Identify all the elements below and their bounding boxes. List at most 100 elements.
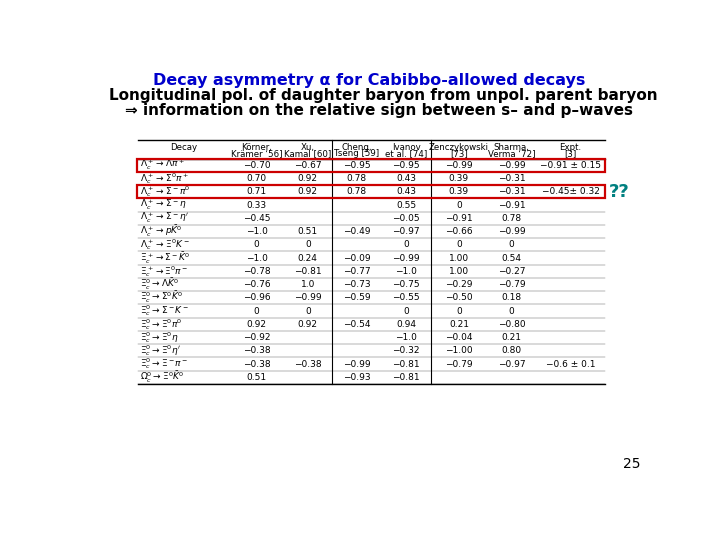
Text: −0.73: −0.73 <box>343 280 370 289</box>
Text: Ivanov: Ivanov <box>392 143 420 152</box>
Text: 0.92: 0.92 <box>298 320 318 329</box>
Text: Körner,: Körner, <box>241 143 272 152</box>
Text: Kamal [60]: Kamal [60] <box>284 148 331 158</box>
Text: 1.0: 1.0 <box>300 280 315 289</box>
Text: −0.81: −0.81 <box>294 267 322 276</box>
Text: −0.04: −0.04 <box>445 333 472 342</box>
Text: −0.97: −0.97 <box>498 360 526 368</box>
Text: Expt.: Expt. <box>559 143 582 152</box>
Text: 0.70: 0.70 <box>246 174 266 183</box>
Text: −1.0: −1.0 <box>395 333 417 342</box>
Text: Sharma,: Sharma, <box>494 143 529 152</box>
Text: −0.95: −0.95 <box>392 161 420 170</box>
Text: 0: 0 <box>509 307 515 315</box>
Text: Decay: Decay <box>170 143 197 152</box>
Text: Decay asymmetry α for Cabibbo-allowed decays: Decay asymmetry α for Cabibbo-allowed de… <box>153 72 585 87</box>
Bar <box>138 159 606 172</box>
Text: −0.6 ± 0.1: −0.6 ± 0.1 <box>546 360 595 368</box>
Text: 0.92: 0.92 <box>298 187 318 197</box>
Text: −0.75: −0.75 <box>392 280 420 289</box>
Text: −0.79: −0.79 <box>445 360 473 368</box>
Text: $\Xi_c^0 \to \Sigma^0\bar{K}^0$: $\Xi_c^0 \to \Sigma^0\bar{K}^0$ <box>140 290 183 306</box>
Text: −0.66: −0.66 <box>445 227 473 236</box>
Text: −0.80: −0.80 <box>498 320 526 329</box>
Text: −0.38: −0.38 <box>243 360 271 368</box>
Text: −0.81: −0.81 <box>392 360 420 368</box>
Text: 0.39: 0.39 <box>449 187 469 197</box>
Text: 25: 25 <box>623 457 640 471</box>
Text: −0.99: −0.99 <box>498 227 526 236</box>
Text: $\Xi_c^+ \to \Xi^0\pi^-$: $\Xi_c^+ \to \Xi^0\pi^-$ <box>140 264 189 279</box>
Text: 0.78: 0.78 <box>346 187 366 197</box>
Text: −0.81: −0.81 <box>392 373 420 382</box>
Text: −0.31: −0.31 <box>498 187 526 197</box>
Text: $\Omega_c^0 \to \Xi^0\bar{K}^0$: $\Omega_c^0 \to \Xi^0\bar{K}^0$ <box>140 369 184 385</box>
Text: −0.55: −0.55 <box>392 293 420 302</box>
Text: Cheng,: Cheng, <box>341 143 372 152</box>
Text: −0.77: −0.77 <box>343 267 370 276</box>
Text: −0.45± 0.32: −0.45± 0.32 <box>541 187 600 197</box>
Text: −0.27: −0.27 <box>498 267 526 276</box>
Text: −0.54: −0.54 <box>343 320 370 329</box>
Text: −0.91: −0.91 <box>445 214 473 223</box>
Text: 1.00: 1.00 <box>449 254 469 262</box>
Text: 0: 0 <box>305 240 310 249</box>
Text: 0.92: 0.92 <box>298 174 318 183</box>
Text: $\Xi_c^0 \to \Xi^0\eta'$: $\Xi_c^0 \to \Xi^0\eta'$ <box>140 343 181 358</box>
Text: −0.99: −0.99 <box>392 254 420 262</box>
Text: 0.92: 0.92 <box>247 320 266 329</box>
Text: 0.43: 0.43 <box>396 187 416 197</box>
Text: 0.71: 0.71 <box>246 187 266 197</box>
Text: ??: ?? <box>609 183 630 201</box>
Text: −0.99: −0.99 <box>445 161 473 170</box>
Text: 0.21: 0.21 <box>502 333 521 342</box>
Text: 0.51: 0.51 <box>297 227 318 236</box>
Text: −0.96: −0.96 <box>243 293 271 302</box>
Text: −0.05: −0.05 <box>392 214 420 223</box>
Text: $\Lambda_c^+ \to p\bar{K}^0$: $\Lambda_c^+ \to p\bar{K}^0$ <box>140 224 183 239</box>
Text: 0.80: 0.80 <box>502 346 522 355</box>
Text: −0.93: −0.93 <box>343 373 370 382</box>
Text: −0.38: −0.38 <box>294 360 322 368</box>
Text: −1.0: −1.0 <box>246 254 268 262</box>
Text: 0: 0 <box>403 240 409 249</box>
Text: [3]: [3] <box>564 148 577 158</box>
Text: Xu,: Xu, <box>301 143 315 152</box>
Text: 0.51: 0.51 <box>246 373 266 382</box>
Text: $\Xi_c^0 \to \Xi^0\eta$: $\Xi_c^0 \to \Xi^0\eta$ <box>140 330 179 345</box>
Text: −0.29: −0.29 <box>445 280 472 289</box>
Text: 0.55: 0.55 <box>396 200 416 210</box>
Text: −1.0: −1.0 <box>395 267 417 276</box>
Text: −0.50: −0.50 <box>445 293 473 302</box>
Text: $\Lambda_c^+ \to \Lambda\pi^+$: $\Lambda_c^+ \to \Lambda\pi^+$ <box>140 158 186 172</box>
Text: $\Lambda_c^+ \to \Sigma^-\pi^0$: $\Lambda_c^+ \to \Sigma^-\pi^0$ <box>140 184 191 199</box>
Text: −0.91: −0.91 <box>498 200 526 210</box>
Text: 0.18: 0.18 <box>502 293 522 302</box>
Text: −0.99: −0.99 <box>343 360 370 368</box>
Text: 0: 0 <box>456 240 462 249</box>
Text: −0.45: −0.45 <box>243 214 271 223</box>
Text: 0: 0 <box>253 307 259 315</box>
Text: −0.70: −0.70 <box>243 161 271 170</box>
Text: et al. [74]: et al. [74] <box>385 148 428 158</box>
Text: −0.95: −0.95 <box>343 161 370 170</box>
Text: 0.43: 0.43 <box>396 174 416 183</box>
Text: −0.76: −0.76 <box>243 280 271 289</box>
Text: 0.78: 0.78 <box>346 174 366 183</box>
Text: −0.38: −0.38 <box>243 346 271 355</box>
Text: −0.97: −0.97 <box>392 227 420 236</box>
Text: Krämer ‘56]: Krämer ‘56] <box>231 148 282 158</box>
Text: 0.78: 0.78 <box>502 214 522 223</box>
Text: $\Xi_c^0 \to \Sigma^-K^-$: $\Xi_c^0 \to \Sigma^-K^-$ <box>140 303 189 319</box>
Text: Zenczykowski: Zenczykowski <box>429 143 489 152</box>
Text: 0: 0 <box>403 307 409 315</box>
Text: $\Xi_c^0 \to \Xi^0\pi^0$: $\Xi_c^0 \to \Xi^0\pi^0$ <box>140 317 183 332</box>
Text: −0.32: −0.32 <box>392 346 420 355</box>
Text: 0: 0 <box>253 240 259 249</box>
Text: −0.09: −0.09 <box>343 254 370 262</box>
Text: −1.0: −1.0 <box>246 227 268 236</box>
Text: 0.94: 0.94 <box>396 320 416 329</box>
Text: 0.54: 0.54 <box>502 254 521 262</box>
Text: $\Xi_c^+ \to \Sigma^-\bar{K}^0$: $\Xi_c^+ \to \Sigma^-\bar{K}^0$ <box>140 251 191 266</box>
Text: 0: 0 <box>456 307 462 315</box>
